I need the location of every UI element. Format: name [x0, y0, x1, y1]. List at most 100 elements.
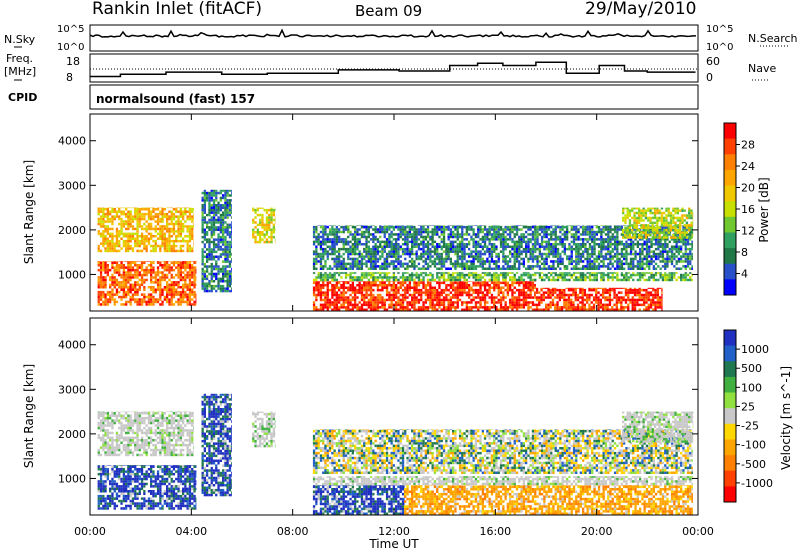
heatmap-cell [217, 216, 220, 219]
heatmap-cell [342, 281, 345, 282]
heatmap-cell [326, 308, 329, 311]
heatmap-cell [454, 308, 457, 311]
heatmap-cell [231, 228, 232, 231]
heatmap-cell [397, 247, 400, 251]
heatmap-cell [620, 287, 623, 289]
heatmap-cell [349, 247, 352, 251]
heatmap-cell [465, 301, 468, 304]
heatmap-cell [338, 262, 341, 266]
heatmap-cell [224, 201, 227, 205]
heatmap-cell [113, 266, 116, 269]
heatmap-cell [388, 255, 391, 258]
heatmap-cell [215, 272, 218, 276]
heatmap-cell [385, 265, 389, 268]
heatmap-cell [231, 245, 232, 249]
heatmap-cell [583, 291, 586, 294]
heatmap-cell [360, 281, 364, 282]
heatmap-cell [551, 291, 555, 294]
heatmap-cell [574, 293, 577, 297]
heatmap-cell [415, 250, 418, 253]
heatmap-cell [563, 291, 566, 294]
heatmap-cell [203, 243, 206, 246]
heatmap-cell [338, 240, 341, 244]
heatmap-cell [120, 298, 123, 301]
heatmap-cell [392, 233, 395, 236]
heatmap-cell [431, 301, 434, 304]
heatmap-cell [483, 281, 487, 285]
heatmap-cell [654, 272, 658, 274]
heatmap-cell [317, 276, 320, 279]
heatmap-cell [474, 225, 478, 226]
heatmap-cell [395, 293, 398, 297]
heatmap-cell [354, 298, 357, 302]
heatmap-cell [447, 273, 450, 277]
heatmap-cell [433, 291, 437, 294]
heatmap-cell [104, 276, 107, 279]
heatmap-cell [331, 276, 334, 279]
heatmap-cell [322, 228, 325, 231]
heatmap-cell [445, 281, 448, 282]
heatmap-cell [161, 273, 164, 277]
heatmap-cell [150, 266, 153, 269]
heatmap-cell [534, 247, 537, 251]
heatmap-cell [531, 252, 535, 256]
heatmap-cell [210, 223, 213, 227]
heatmap-cell [191, 298, 194, 301]
heatmap-cell [449, 308, 452, 311]
heatmap-cell [104, 247, 107, 250]
heatmap-cell [224, 206, 227, 209]
heatmap-cell [161, 266, 164, 269]
heatmap-cell [172, 283, 176, 287]
heatmap-cell [134, 227, 137, 231]
heatmap-cell [315, 288, 318, 292]
heatmap-cell [369, 276, 373, 279]
heatmap-cell [228, 245, 232, 249]
heatmap-cell [513, 262, 516, 266]
heatmap-cell [543, 252, 546, 256]
heatmap-cell [631, 296, 634, 299]
heatmap-cell [150, 235, 153, 238]
heatmap-cell [436, 257, 439, 261]
heatmap-cell [481, 257, 484, 261]
heatmap-cell [636, 293, 639, 297]
heatmap-cell [560, 288, 564, 292]
heatmap-cell [411, 243, 414, 246]
heatmap-cell [274, 207, 276, 209]
heatmap-cell [493, 288, 496, 292]
heatmap-cell [583, 298, 586, 302]
heatmap-cell [668, 273, 671, 277]
freq-label: Freq. [6, 52, 33, 65]
heatmap-cell [129, 222, 132, 226]
heatmap-cell [406, 281, 409, 282]
heatmap-cell [513, 296, 516, 299]
heatmap-cell [645, 272, 649, 274]
heatmap-cell [102, 281, 105, 284]
heatmap-cell [326, 245, 329, 248]
heatmap-cell [177, 271, 180, 274]
heatmap-cell [163, 244, 166, 248]
heatmap-cell [643, 288, 646, 292]
heatmap-cell [177, 283, 180, 287]
heatmap-cell [579, 308, 582, 311]
heatmap-cell [511, 308, 514, 311]
heatmap-cell [534, 233, 537, 236]
heatmap-cell [365, 255, 368, 258]
heatmap-cell [411, 306, 414, 309]
heatmap-cell [534, 278, 537, 282]
heatmap-cell [379, 225, 382, 229]
heatmap-cell [488, 252, 491, 256]
heatmap-cell [347, 262, 350, 266]
heatmap-cell [363, 281, 366, 282]
heatmap-cell [511, 265, 514, 268]
heatmap-cell [186, 276, 189, 279]
heatmap-cell [118, 235, 121, 238]
heatmap-cell [426, 228, 430, 231]
heatmap-cell [263, 226, 266, 229]
heatmap-cell [186, 249, 189, 253]
heatmap-cell [556, 296, 559, 299]
heatmap-cell [529, 281, 532, 285]
heatmap-cell [188, 215, 192, 218]
heatmap-cell [356, 238, 359, 241]
heatmap-cell [433, 298, 437, 302]
heatmap-cell [143, 235, 146, 238]
